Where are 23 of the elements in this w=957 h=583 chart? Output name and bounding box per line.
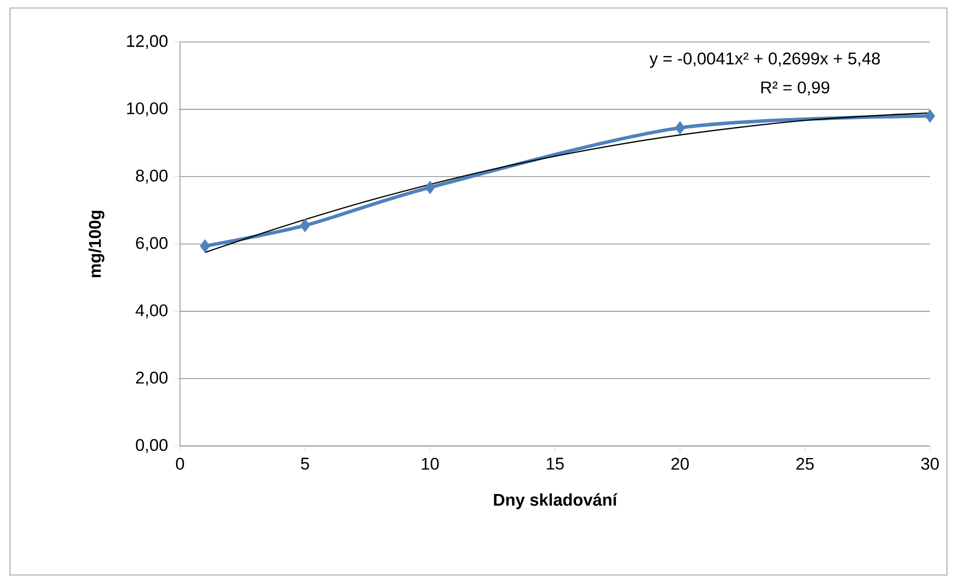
point [674, 121, 686, 135]
y-tick-label: 10,00 [127, 102, 168, 116]
y-tick-label: 4,00 [136, 304, 168, 318]
point [300, 218, 310, 232]
x-tick-label: 5 [300, 458, 310, 470]
x-tick-label: 10 [422, 458, 439, 470]
x-tick-label: 30 [921, 458, 939, 470]
y-tick-label: 6,00 [136, 236, 168, 251]
y-tick-label: 2,00 [136, 372, 168, 386]
x-tick-label: 20 [671, 458, 689, 470]
point [424, 180, 436, 194]
y-tick-label: 8,00 [136, 170, 168, 184]
annotation: y = -0,0041x² + 0,2699x + 5,48 [649, 52, 880, 68]
x-tick-label: 15 [546, 458, 564, 470]
x-axis-title: Dny skladování [494, 493, 618, 510]
point [200, 239, 210, 253]
y-tick-label: 0,00 [136, 438, 168, 453]
y-tick-label: 12,00 [127, 34, 168, 49]
x-tick-label: 0 [176, 458, 184, 470]
x-tick-label: 25 [796, 458, 814, 470]
y-axis-title: mg/100g [88, 210, 104, 278]
point [924, 109, 936, 123]
annotation: R² = 0,99 [761, 81, 830, 96]
